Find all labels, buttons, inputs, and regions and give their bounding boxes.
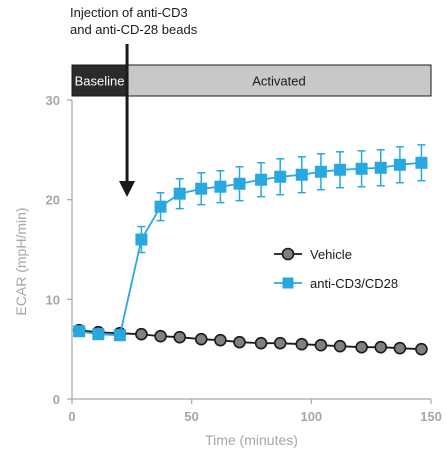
data-point xyxy=(173,187,186,200)
data-point xyxy=(233,177,246,190)
data-point xyxy=(195,182,208,195)
x-tick-label: 50 xyxy=(184,409,198,424)
legend-marker xyxy=(281,247,295,261)
data-point xyxy=(113,329,126,342)
legend-label: anti-CD3/CD28 xyxy=(310,276,398,291)
y-tick-label: 10 xyxy=(46,292,60,307)
phase-label-activated: Activated xyxy=(252,74,305,89)
injection-annotation: Injection of anti-CD3 and anti-CD-28 bead… xyxy=(70,5,198,197)
x-axis-title: Time (minutes) xyxy=(205,432,298,448)
data-point xyxy=(194,332,208,346)
data-point xyxy=(135,327,148,341)
series-line xyxy=(79,329,422,351)
phase-bands: Baseline Activated xyxy=(71,64,432,97)
data-point xyxy=(214,333,227,347)
data-point xyxy=(393,158,406,171)
data-point xyxy=(314,165,327,178)
series-anti-cd3-cd28 xyxy=(73,144,428,342)
phase-band-activated xyxy=(126,64,432,97)
data-point xyxy=(374,161,387,174)
data-point xyxy=(295,168,308,181)
axes: 0 10 20 30 0 50 100 150 Time (minutes) ECAR (mpH/… xyxy=(13,93,442,448)
y-tick-label: 20 xyxy=(46,193,60,208)
data-point xyxy=(214,180,227,193)
annotation-arrow-head xyxy=(119,181,136,197)
x-tick-label: 100 xyxy=(300,409,322,424)
data-point xyxy=(154,329,167,343)
data-point xyxy=(273,336,287,350)
phase-label-baseline: Baseline xyxy=(75,74,125,89)
data-point xyxy=(415,342,428,356)
data-point xyxy=(73,325,86,338)
y-tick-label: 0 xyxy=(53,392,60,407)
y-axis-title: ECAR (mpH/min) xyxy=(13,207,29,315)
data-point xyxy=(314,338,328,352)
data-point xyxy=(334,163,347,176)
data-point xyxy=(92,328,105,341)
data-point xyxy=(355,162,368,175)
series-vehicle xyxy=(72,323,428,356)
data-point xyxy=(154,200,167,213)
data-point xyxy=(333,339,347,353)
data-point xyxy=(355,340,368,354)
phase-band-baseline xyxy=(71,64,128,97)
data-point xyxy=(274,170,287,183)
legend-label: Vehicle xyxy=(310,247,352,262)
annotation-line: Injection of anti-CD3 xyxy=(70,5,188,20)
data-point xyxy=(415,156,428,169)
data-point xyxy=(374,340,388,354)
data-point xyxy=(393,341,407,355)
x-tick-label: 150 xyxy=(420,409,442,424)
x-tick-label: 0 xyxy=(68,409,75,424)
legend: Vehicle anti-CD3/CD28 xyxy=(274,247,398,291)
data-point xyxy=(233,335,246,349)
data-point xyxy=(255,173,268,186)
data-point xyxy=(135,233,148,246)
series-layer xyxy=(72,144,428,356)
data-point xyxy=(295,337,309,351)
annotation-line: and anti-CD-28 beads xyxy=(70,22,198,37)
y-tick-label: 30 xyxy=(46,93,60,108)
data-point xyxy=(173,330,186,344)
data-point xyxy=(254,336,268,350)
legend-marker xyxy=(282,277,294,289)
